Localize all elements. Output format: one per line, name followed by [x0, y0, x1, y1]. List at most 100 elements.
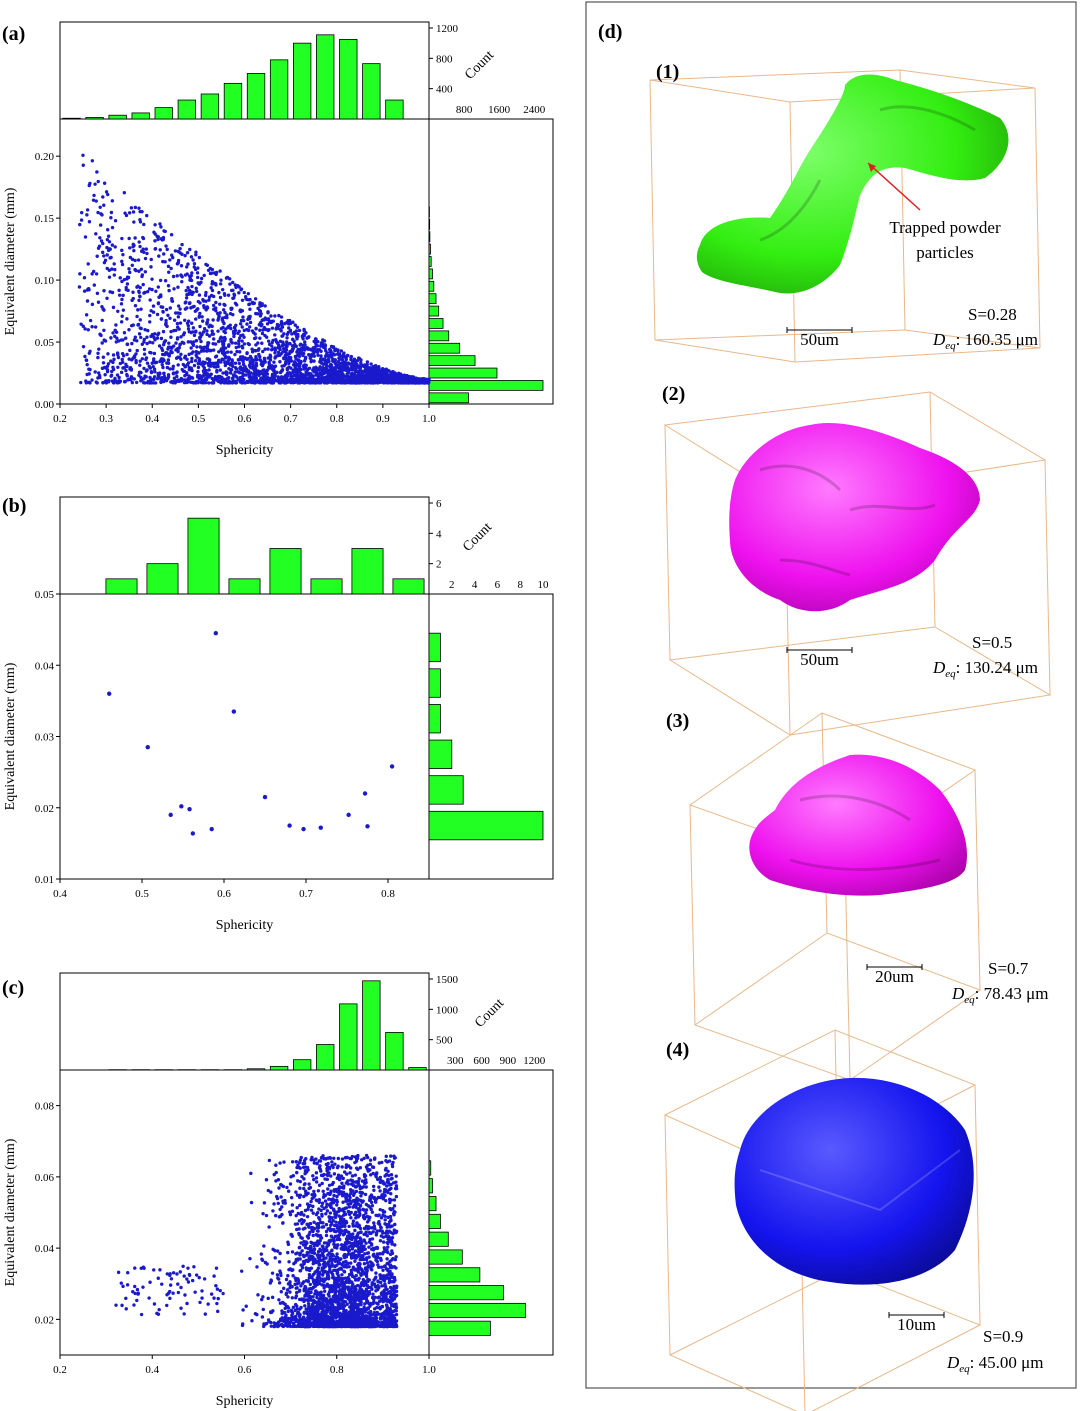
- scatter-point: [82, 276, 87, 280]
- scatter-point: [237, 361, 242, 366]
- scatter-point: [160, 376, 164, 380]
- scatter-point: [259, 1252, 264, 1256]
- scatter-point: [196, 361, 201, 366]
- scatter-point: [361, 1277, 365, 1282]
- scatter-point: [133, 303, 138, 308]
- scatter-point: [288, 1182, 293, 1186]
- scatter-point: [265, 380, 269, 384]
- scatter-point: [303, 363, 307, 367]
- scatter-point: [106, 192, 110, 197]
- scatter-point: [295, 325, 300, 329]
- scatter-point: [286, 1295, 290, 1299]
- scatter-point: [79, 322, 83, 326]
- scatter-point: [212, 1296, 216, 1300]
- scatter-point: [295, 1227, 299, 1232]
- scatter-point: [258, 381, 262, 385]
- scatter-point: [285, 342, 290, 346]
- scatter-point: [164, 307, 169, 312]
- scatter-point: [291, 363, 296, 367]
- scatter-point: [182, 331, 187, 335]
- scatter-point: [313, 341, 318, 345]
- scatter-point: [207, 298, 211, 302]
- scatter-point: [182, 1312, 186, 1316]
- scatter-point: [384, 367, 388, 371]
- top-hist-bar: [408, 1067, 427, 1071]
- scatter-point: [328, 1268, 332, 1272]
- scatter-point: [383, 1264, 387, 1268]
- x-tick-label: 0.2: [53, 1364, 67, 1376]
- scatter-point: [105, 364, 110, 368]
- scatter-point: [106, 352, 110, 356]
- scatter-point: [199, 349, 204, 353]
- right-hist-bar: [428, 305, 440, 317]
- scatter-point: [213, 630, 218, 636]
- scatter-point: [88, 367, 92, 372]
- scatter-point: [351, 1219, 356, 1223]
- scatter-point: [303, 376, 308, 380]
- scatter-point: [332, 1193, 336, 1198]
- scatter-point: [207, 368, 211, 372]
- scatter-point: [245, 322, 249, 326]
- scatter-point: [170, 253, 174, 257]
- right-hist-bar: [428, 1285, 504, 1301]
- scatter-point: [102, 254, 106, 258]
- scatter-point: [121, 1284, 125, 1289]
- scatter-point: [377, 1222, 382, 1227]
- scatter-point: [192, 262, 197, 266]
- scatter-point: [203, 360, 207, 365]
- scatter-point: [175, 374, 179, 379]
- scatter-point: [179, 352, 183, 357]
- scatter-point: [249, 376, 253, 380]
- scatter-point: [231, 373, 236, 377]
- scatter-point: [346, 1202, 350, 1206]
- scatter-point: [305, 1202, 310, 1206]
- scatter-point: [354, 1273, 358, 1278]
- scatter-point: [211, 332, 216, 336]
- scatter-point: [140, 357, 145, 361]
- scatter-point: [327, 370, 331, 375]
- scatter-point: [161, 235, 166, 240]
- scatter-point: [143, 327, 147, 332]
- top-hist-tick-label: 800: [436, 53, 453, 65]
- scatter-point: [371, 377, 376, 381]
- scatter-point: [231, 364, 235, 369]
- scatter-point: [105, 228, 110, 232]
- scatter-point: [96, 351, 100, 356]
- scatter-point: [288, 371, 292, 375]
- scatter-point: [131, 242, 135, 246]
- scatter-point: [84, 358, 89, 363]
- scatter-point: [178, 307, 182, 311]
- scatter-point: [273, 346, 278, 350]
- scatter-point: [171, 367, 175, 371]
- scatter-point: [278, 1161, 282, 1165]
- scatter-point: [124, 362, 128, 367]
- scatter-point: [132, 220, 136, 224]
- top-hist-bar: [392, 578, 425, 595]
- scatter-point: [330, 377, 335, 381]
- scatter-point: [140, 274, 144, 279]
- scatter-point: [114, 323, 118, 327]
- scatter-point: [211, 348, 216, 352]
- scatter-point: [90, 302, 95, 307]
- scatter-point: [348, 1171, 352, 1175]
- main-plot-frame: [59, 593, 430, 880]
- scatter-point: [174, 341, 178, 345]
- scatter-point: [204, 368, 208, 373]
- scatter-point: [201, 319, 205, 323]
- scatter-point: [99, 239, 104, 243]
- y-tick-label: 0.03: [35, 732, 55, 744]
- scatter-point: [162, 379, 166, 384]
- scatter-point: [233, 370, 237, 374]
- scatter-point: [311, 1211, 315, 1215]
- scatter-point: [111, 331, 115, 335]
- scatter-point: [142, 347, 147, 352]
- scatter-point: [378, 1280, 383, 1285]
- x-tick-label: 0.6: [217, 888, 231, 900]
- scatter-point: [359, 358, 363, 362]
- scatter-point: [330, 1248, 334, 1252]
- scatter-point: [137, 332, 142, 336]
- scatter-point: [258, 328, 262, 332]
- scatter-point: [88, 318, 93, 323]
